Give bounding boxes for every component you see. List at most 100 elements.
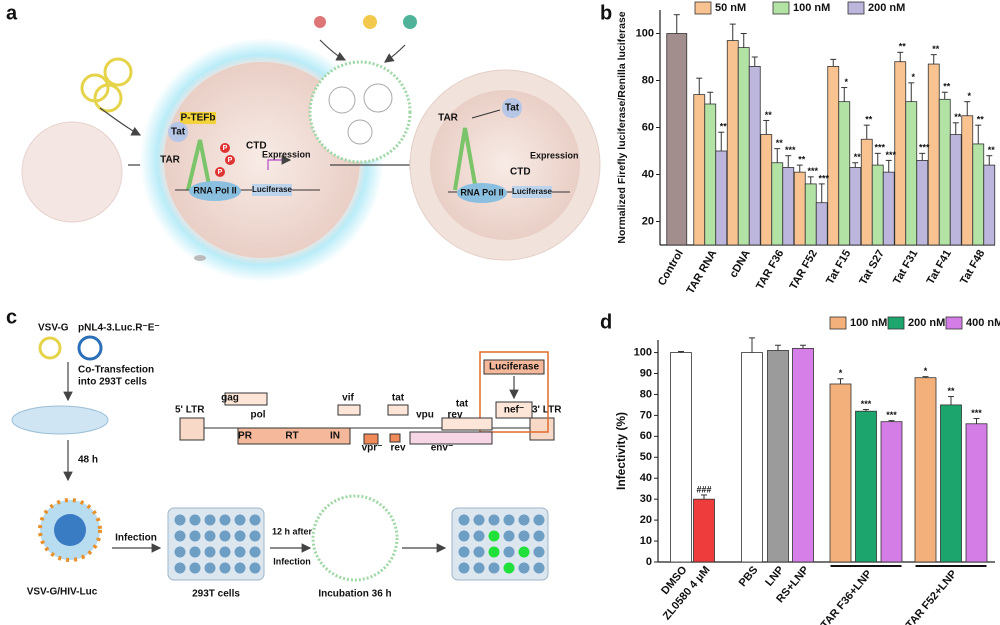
well bbox=[249, 546, 261, 558]
y-tick-label: 80 bbox=[642, 74, 654, 86]
label: TAR bbox=[160, 155, 181, 166]
bar bbox=[693, 498, 715, 563]
label: Luciferase bbox=[252, 185, 293, 194]
well bbox=[503, 514, 515, 526]
bar bbox=[961, 115, 974, 246]
bar bbox=[748, 66, 761, 246]
plasmid bbox=[77, 335, 103, 361]
well bbox=[219, 514, 231, 526]
legend-label: 200 nM bbox=[868, 2, 905, 14]
y-tick-label: 10 bbox=[640, 535, 652, 547]
well bbox=[458, 562, 470, 574]
x-tick-label: PBS bbox=[737, 564, 761, 589]
well bbox=[219, 546, 231, 558]
legend-swatch bbox=[772, 1, 790, 15]
label: P bbox=[228, 157, 233, 164]
bar bbox=[704, 103, 717, 246]
y-tick-label: 60 bbox=[640, 430, 652, 442]
bar bbox=[965, 423, 988, 563]
y-tick-label: 20 bbox=[640, 514, 652, 526]
gene-block bbox=[237, 427, 351, 445]
plasmid bbox=[103, 57, 133, 87]
well bbox=[458, 514, 470, 526]
y-tick-label: 30 bbox=[640, 493, 652, 505]
tar-hairpin bbox=[453, 127, 478, 191]
significance: *** bbox=[874, 143, 885, 153]
wells bbox=[174, 514, 545, 574]
bar bbox=[927, 63, 940, 246]
well bbox=[488, 530, 500, 542]
well bbox=[473, 562, 485, 574]
label: 293T cells bbox=[192, 589, 240, 600]
label: CTD bbox=[246, 141, 267, 152]
label: TAR bbox=[438, 113, 459, 124]
tat bbox=[168, 122, 188, 142]
panel-label: a bbox=[6, 2, 18, 24]
well bbox=[189, 546, 201, 558]
label: Tat bbox=[505, 103, 520, 114]
well bbox=[473, 546, 485, 558]
significance: *** bbox=[807, 166, 818, 176]
lipid bbox=[403, 15, 417, 29]
arrow bbox=[319, 39, 347, 61]
well bbox=[503, 546, 515, 558]
gene-label: tat bbox=[392, 393, 405, 404]
bar bbox=[726, 40, 739, 246]
significance: * bbox=[967, 91, 971, 101]
well bbox=[234, 514, 246, 526]
significance: ** bbox=[765, 110, 773, 120]
well bbox=[204, 562, 216, 574]
bar bbox=[715, 150, 728, 246]
significance: *** bbox=[861, 399, 872, 409]
legend-swatch bbox=[887, 316, 905, 330]
well bbox=[234, 562, 246, 574]
ltr bbox=[529, 417, 555, 441]
well bbox=[174, 546, 186, 558]
tar-hairpin bbox=[186, 139, 212, 191]
significance: *** bbox=[818, 173, 829, 183]
y-tick-label: 100 bbox=[636, 27, 654, 39]
cell bbox=[21, 121, 123, 223]
label: Expression bbox=[262, 149, 311, 159]
y-tick-label: 60 bbox=[642, 121, 654, 133]
well bbox=[189, 514, 201, 526]
significance: ** bbox=[899, 42, 907, 52]
significance: *** bbox=[886, 410, 897, 420]
well bbox=[488, 546, 500, 558]
well bbox=[488, 562, 500, 574]
label: RNA Pol II bbox=[193, 185, 236, 195]
panel-c: c VSV-G pNL4-3.Luc.R⁻E⁻ Co-Transfection … bbox=[6, 306, 562, 599]
expression-arrow bbox=[267, 155, 292, 170]
insert-box bbox=[479, 351, 549, 433]
gene-label: nef⁻ bbox=[504, 405, 524, 416]
bar bbox=[983, 164, 996, 246]
y-tick-label: 90 bbox=[640, 367, 652, 379]
tat bbox=[502, 98, 522, 118]
well bbox=[533, 562, 545, 574]
significance: *** bbox=[919, 143, 930, 153]
bar bbox=[855, 410, 877, 563]
nanoparticle bbox=[311, 494, 399, 582]
bar bbox=[860, 138, 873, 246]
y-axis-title: Infectivity (%) bbox=[614, 412, 628, 490]
vesicle bbox=[363, 83, 393, 113]
y-tick-label: 50 bbox=[640, 451, 652, 463]
well bbox=[473, 530, 485, 542]
legend-swatch bbox=[694, 1, 712, 15]
x-tick-label: Tat F31 bbox=[891, 248, 920, 287]
gene-block bbox=[387, 404, 409, 416]
significance: *** bbox=[971, 408, 982, 418]
legend-swatch bbox=[829, 316, 847, 330]
plate bbox=[167, 507, 265, 581]
label: P bbox=[223, 145, 228, 152]
bar bbox=[827, 66, 840, 246]
gene-label: vpr⁻ bbox=[362, 443, 383, 454]
well bbox=[204, 514, 216, 526]
well bbox=[174, 514, 186, 526]
gene-label: env⁻ bbox=[431, 443, 454, 454]
bar bbox=[670, 352, 692, 563]
bar bbox=[880, 421, 903, 563]
x-tick-label: Tat S27 bbox=[857, 248, 887, 287]
significance: * bbox=[924, 366, 928, 376]
plate bbox=[451, 507, 549, 581]
